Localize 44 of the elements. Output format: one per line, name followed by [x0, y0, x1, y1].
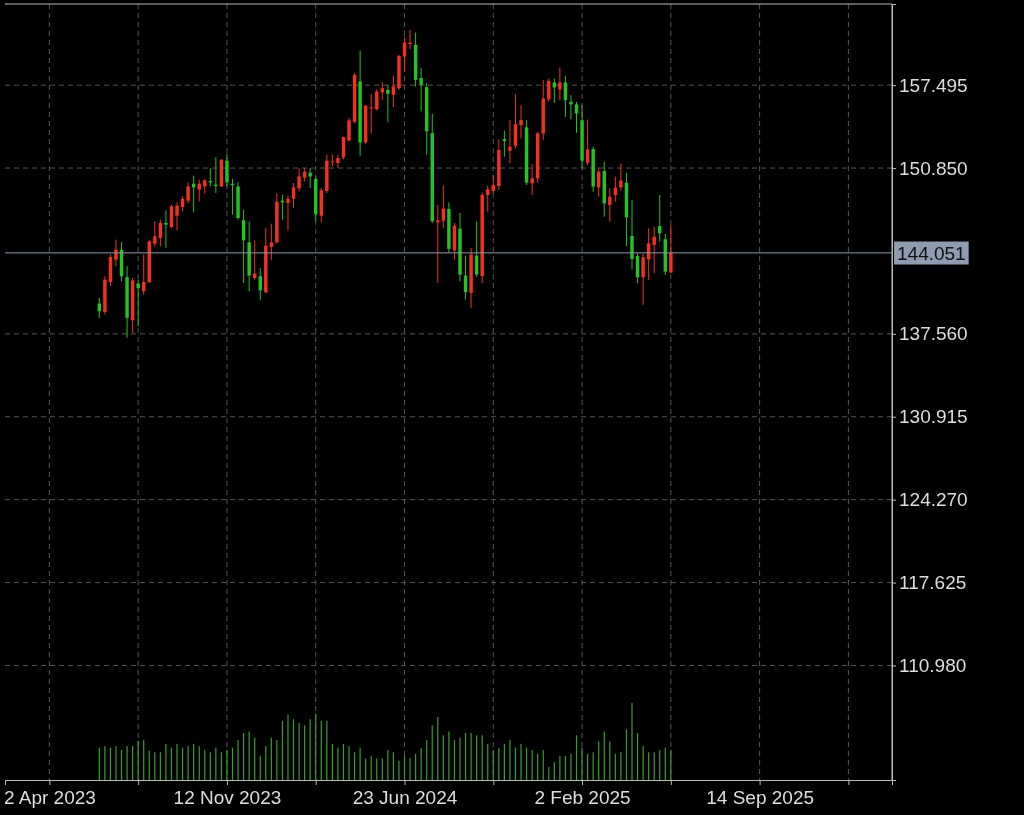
candlestick — [164, 209, 168, 249]
candlestick — [347, 117, 351, 142]
candlestick — [286, 195, 290, 231]
candlestick — [436, 204, 440, 284]
candlestick — [630, 199, 634, 270]
x-tick-label: 12 Nov 2023 — [173, 787, 282, 809]
y-tick-label: 130.915 — [899, 406, 968, 428]
x-tick-label: 2 Apr 2023 — [3, 787, 96, 809]
candlestick — [508, 119, 512, 164]
candlestick — [308, 167, 312, 189]
x-tick-label: 23 Jun 2024 — [352, 787, 458, 809]
candlestick — [486, 185, 490, 213]
candlestick — [652, 226, 656, 274]
candlestick — [419, 67, 423, 112]
candlestick — [297, 167, 301, 192]
candlestick — [585, 119, 590, 166]
candlestick — [291, 182, 296, 209]
candlestick — [669, 224, 673, 274]
candlestick — [225, 153, 229, 187]
candlestick — [153, 220, 157, 247]
candlestick — [641, 253, 645, 306]
candlestick — [391, 75, 396, 108]
y-tick-label: 117.625 — [899, 572, 967, 594]
candlestick — [186, 181, 190, 204]
candlestick — [336, 154, 340, 169]
y-tick-label: 150.850 — [899, 157, 968, 179]
candlestick — [530, 163, 534, 196]
candlestick — [197, 179, 201, 202]
candlestick — [369, 93, 373, 135]
y-tick-label: 157.495 — [899, 74, 968, 96]
candlestick — [608, 187, 612, 223]
candlestick — [175, 201, 179, 231]
candlestick — [519, 104, 523, 139]
candlestick — [619, 162, 623, 192]
candlestick — [136, 279, 140, 327]
candlestick — [386, 84, 390, 123]
ref-line-label: 144.051 — [897, 242, 966, 264]
x-tick-label: 2 Feb 2025 — [534, 787, 631, 809]
y-tick-label: 124.270 — [899, 489, 968, 511]
x-tick-label: 14 Sep 2025 — [706, 787, 815, 809]
y-tick-label: 110.980 — [899, 655, 967, 677]
y-tick-label: 137.560 — [899, 323, 968, 345]
candlestick — [269, 223, 274, 261]
candlestick — [558, 67, 562, 101]
